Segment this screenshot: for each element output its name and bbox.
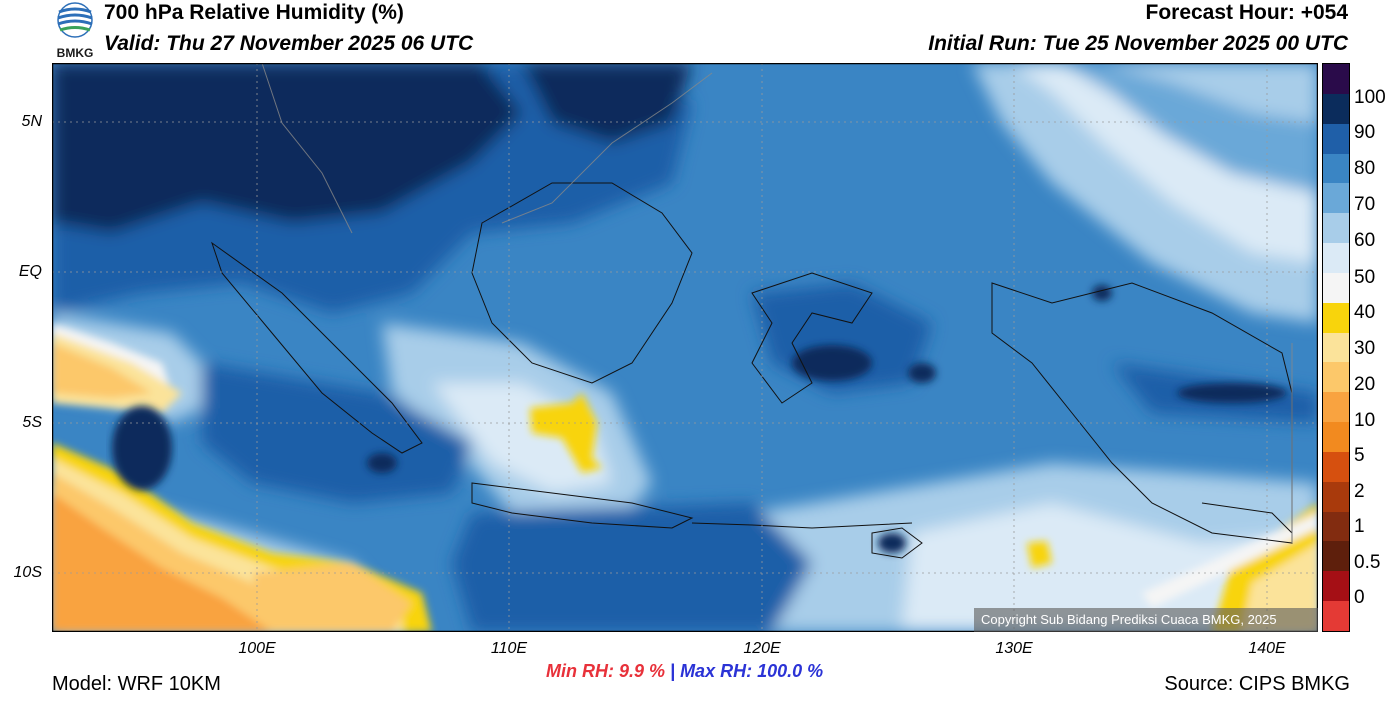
lat-label-5n: 5N — [21, 113, 42, 130]
humid-cores — [367, 285, 1287, 553]
lon-label-140e: 140E — [1248, 640, 1286, 657]
colorbar-label-20: 20 — [1354, 374, 1376, 395]
max-rh: Max RH: 100.0 % — [680, 661, 824, 681]
humid-core-sw — [112, 406, 172, 490]
initial-run: Initial Run: Tue 25 November 2025 00 UTC — [928, 32, 1348, 55]
map-frame — [51, 62, 1319, 633]
colorbar-segment — [1323, 541, 1349, 572]
lat-label-eq: EQ — [18, 263, 42, 280]
colorbar-segment — [1323, 243, 1349, 273]
colorbar-segment — [1323, 183, 1349, 214]
lon-label-110e: 110E — [490, 640, 528, 657]
humidity-map — [51, 62, 1319, 633]
colorbar-segment — [1323, 422, 1349, 452]
colorbar-segment — [1323, 64, 1349, 94]
colorbar-label-1: 1 — [1354, 516, 1365, 537]
colorbar-segment — [1323, 123, 1349, 154]
colorbar-label-60: 60 — [1354, 230, 1376, 251]
colorbar-label-40: 40 — [1354, 302, 1376, 323]
colorbar-segment — [1323, 213, 1349, 244]
colorbar-segment — [1323, 362, 1349, 393]
copyright-text: Copyright Sub Bidang Prediksi Cuaca BMKG… — [974, 608, 1318, 632]
colorbar-segment — [1323, 93, 1349, 124]
colorbar-label-80: 80 — [1354, 158, 1376, 179]
colorbar-label-0: 0 — [1354, 587, 1365, 608]
colorbar-segment — [1323, 272, 1349, 303]
forecast-hour: Forecast Hour: +054 — [1145, 1, 1349, 24]
source-label: Source: CIPS BMKG — [1164, 673, 1350, 695]
coastlines — [211, 182, 1293, 559]
colorbar-segment — [1323, 153, 1349, 184]
rh-stats: Min RH: 9.9 % | Max RH: 100.0 % — [546, 661, 823, 682]
stats-separator: | — [665, 661, 681, 681]
colorbar — [1322, 63, 1350, 632]
lat-label-5s: 5S — [22, 414, 42, 431]
bmkg-logo: BMKG — [50, 2, 100, 60]
colorbar-label-50: 50 — [1354, 267, 1376, 288]
colorbar-label-100: 100 — [1354, 87, 1386, 108]
lon-label-100e: 100E — [238, 640, 276, 657]
rh-dry-regions — [52, 323, 1318, 632]
valid-time: Valid: Thu 27 November 2025 06 UTC — [104, 32, 474, 55]
chart-title: 700 hPa Relative Humidity (%) — [104, 1, 404, 24]
lat-label-10s: 10S — [13, 564, 42, 581]
colorbar-label-5: 5 — [1354, 445, 1365, 466]
colorbar-label-90: 90 — [1354, 122, 1376, 143]
colorbar-segment — [1323, 601, 1349, 631]
colorbar-segment — [1323, 332, 1349, 363]
colorbar-segment — [1323, 392, 1349, 423]
lon-label-120e: 120E — [743, 640, 781, 657]
colorbar-segment — [1323, 451, 1349, 482]
colorbar-segment — [1323, 302, 1349, 333]
colorbar-label-70: 70 — [1354, 194, 1376, 215]
colorbar-label-2: 2 — [1354, 481, 1365, 502]
colorbar-label-0-5: 0.5 — [1354, 552, 1381, 573]
gridlines — [52, 63, 1318, 632]
model-label: Model: WRF 10KM — [52, 673, 221, 695]
colorbar-label-10: 10 — [1354, 410, 1376, 431]
colorbar-segment — [1323, 571, 1349, 602]
logo-text: BMKG — [57, 46, 94, 60]
colorbar-segment — [1323, 481, 1349, 512]
colorbar-segment — [1323, 511, 1349, 542]
colorbar-label-30: 30 — [1354, 338, 1376, 359]
lon-label-130e: 130E — [995, 640, 1033, 657]
borders — [261, 63, 1293, 543]
min-rh: Min RH: 9.9 % — [546, 661, 666, 681]
